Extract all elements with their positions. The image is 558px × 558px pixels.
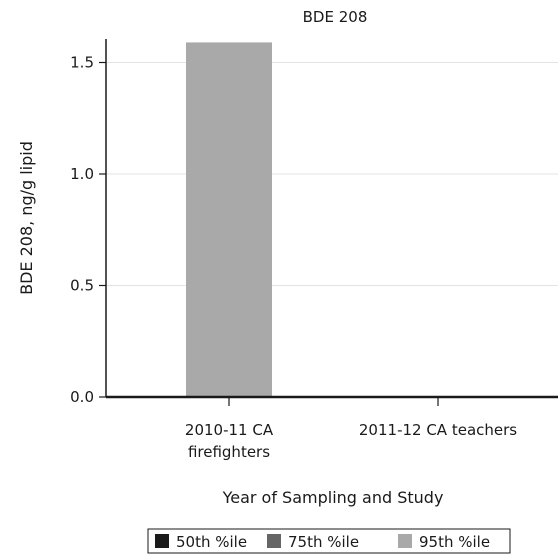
gridlines	[106, 62, 558, 286]
x-tick-label: 2010-11 CA	[185, 421, 274, 439]
y-tick-label: 0.5	[70, 277, 94, 295]
y-axis-title: BDE 208, ng/g lipid	[17, 141, 36, 295]
legend-label: 95th %ile	[419, 533, 490, 551]
bars	[186, 42, 272, 398]
legend-label: 75th %ile	[288, 533, 359, 551]
legend-box	[147, 528, 511, 554]
legend: 50th %ile 75th %ile 95th %ile	[147, 528, 511, 554]
y-tick-label: 0.0	[70, 388, 94, 406]
legend-swatch	[398, 534, 412, 548]
y-tick-label: 1.0	[70, 165, 94, 183]
x-axis-title: Year of Sampling and Study	[222, 488, 444, 507]
legend-swatch	[155, 534, 169, 548]
legend-label: 50th %ile	[176, 533, 247, 551]
bar	[186, 42, 272, 398]
y-axis-ticks: 0.0 0.5 1.0 1.5	[70, 54, 106, 406]
x-axis-ticks: 2010-11 CA firefighters 2011-12 CA teacher…	[185, 397, 517, 461]
y-tick-label: 1.5	[70, 54, 94, 72]
x-tick-label: firefighters	[188, 443, 270, 461]
x-tick-label: 2011-12 CA teachers	[359, 421, 517, 439]
chart-title: BDE 208	[303, 8, 368, 26]
legend-swatch	[267, 534, 281, 548]
